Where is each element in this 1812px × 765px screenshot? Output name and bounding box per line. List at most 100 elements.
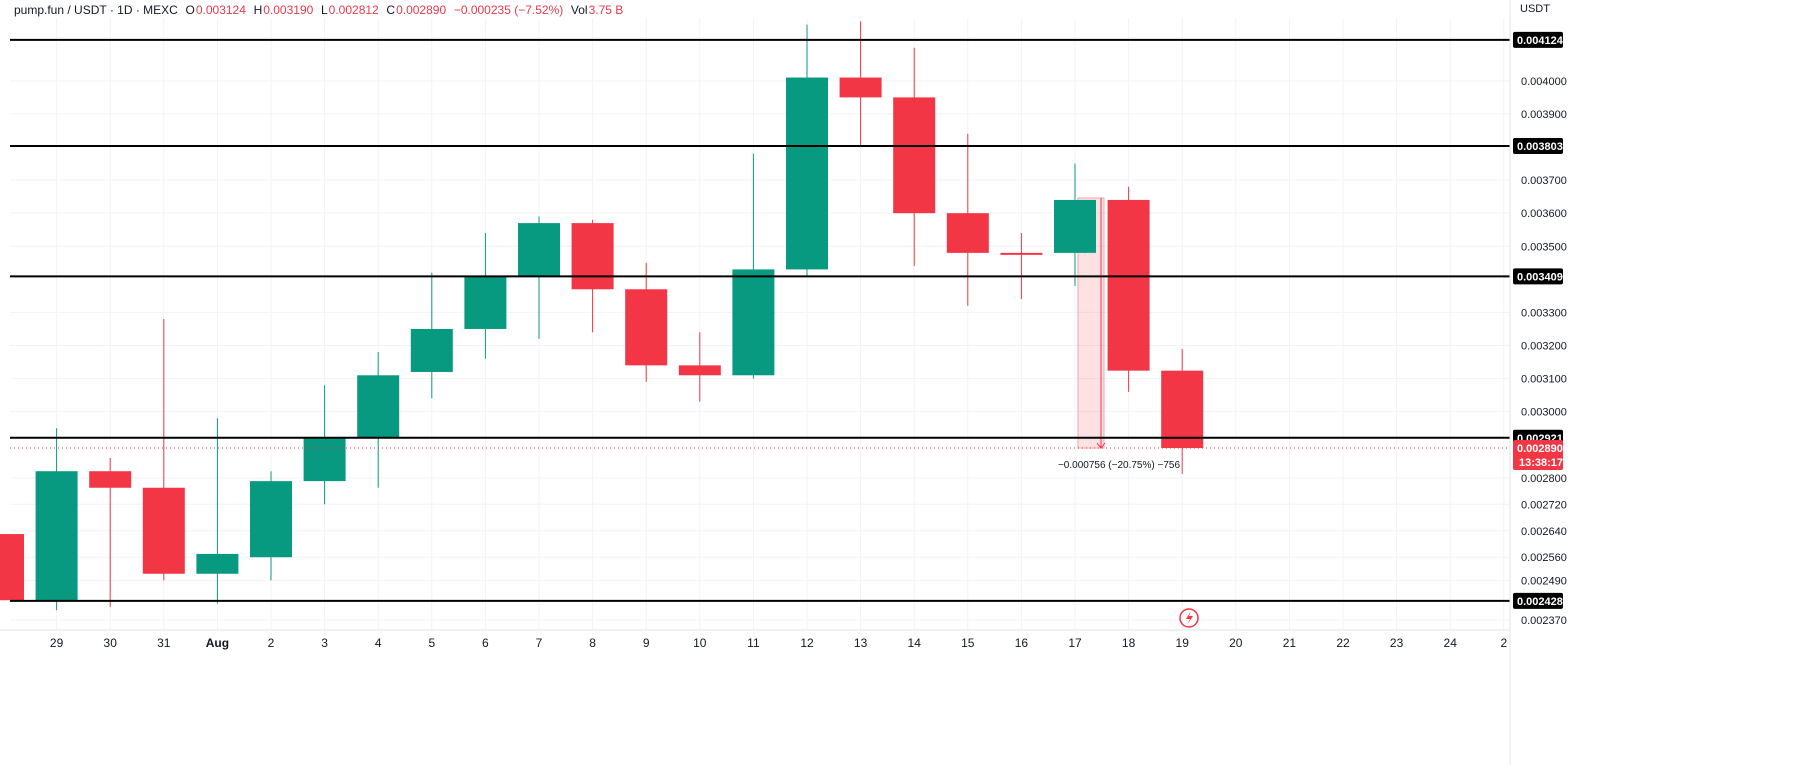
time-tick-label: 20 [1229,636,1243,650]
candle-body [196,553,239,574]
candle-body [0,534,24,601]
open-label: O [185,3,195,17]
candle [464,233,507,359]
last-price-label: 0.002890 [1517,443,1563,455]
price-tick-label: 0.003900 [1521,109,1567,121]
axes-layer: 0.004000 0.003900 0.003700 0.003600 0.003500… [0,0,1567,765]
candle [893,47,936,267]
candle-body [89,471,132,488]
candle [625,262,668,382]
candle [839,21,882,148]
time-tick-label: 2 [268,636,275,650]
close-value: 0.002890 [396,3,447,17]
candle-body [786,77,828,270]
close-label: C [386,3,396,17]
candle [732,153,775,379]
candle [786,24,828,277]
price-tick-label: 0.003100 [1521,374,1567,386]
level-price-label: 0.003803 [1517,141,1563,153]
time-tick-label: 31 [157,636,171,650]
time-tick-label: 13 [854,636,868,650]
level-price-tag [1513,268,1563,285]
low-label: L [320,3,328,17]
level-price-tag [1513,31,1563,48]
measure-arrow-head [1096,442,1106,449]
low-value: 0.002812 [328,3,379,17]
price-tick-label: 0.003600 [1521,208,1567,220]
candle-body [303,437,346,482]
candle [571,219,614,333]
price-tick-label: 0.003000 [1521,407,1567,419]
chart-legend: pump.fun / USDT · 1D · MEXC O0.003124 H0… [14,3,624,17]
time-tick-label: 7 [536,636,543,650]
volume-value: 3.75 B [588,3,624,17]
time-tick-label: 4 [375,636,382,650]
time-tick-label: 16 [1015,636,1029,650]
time-tick-label: 6 [482,636,489,650]
candle [518,216,560,339]
candle-body [410,328,453,372]
level-price-tag [1513,592,1563,609]
time-tick-label: 17 [1068,636,1082,650]
price-tick-label: 0.002370 [1521,615,1567,627]
time-tick-label: 10 [693,636,707,650]
time-tick-label: 9 [643,636,650,650]
candle [357,352,400,488]
time-tick-label: 23 [1390,636,1404,650]
time-tick-label: 18 [1122,636,1136,650]
candle [142,319,185,581]
candle [0,534,24,601]
time-tick-label: 30 [104,636,118,650]
lightning-icon[interactable] [1179,608,1199,628]
candle [1054,163,1096,286]
candle [678,332,721,402]
candle-body [732,269,775,376]
time-tick-label: 3 [321,636,328,650]
level-price-tag [1513,138,1563,155]
time-tick-label: 15 [961,636,975,650]
price-tick-label: 0.002490 [1521,575,1567,587]
time-tick-label: 12 [800,636,814,650]
candle [303,385,346,505]
candle [89,457,132,607]
time-tick-label: 21 [1283,636,1297,650]
candles-layer [0,21,1204,611]
measure-label: −0.000756 (−20.75%) −756 [1058,460,1180,471]
candle-body [839,77,882,98]
price-tick-label: 0.002800 [1521,473,1567,485]
price-tick-label: 0.003700 [1521,175,1567,187]
candle-body [1054,199,1096,253]
candle-body [625,289,668,366]
time-tick-label: 11 [747,636,760,650]
high-label: H [253,3,263,17]
level-price-label: 0.004124 [1517,35,1564,47]
candle [250,471,292,581]
level-price-label: 0.002428 [1517,596,1563,608]
lightning-icon-bolt [1186,611,1193,625]
candle-body [571,223,614,290]
candle-body [678,365,721,376]
time-tick-label: 19 [1176,636,1190,650]
candle-body [1161,370,1204,449]
candle [410,272,453,399]
candle-body [357,375,400,438]
time-tick-label: 24 [1444,636,1458,650]
volume-label: Vol [570,3,588,17]
symbol-label[interactable]: pump.fun / USDT · 1D · MEXC [14,3,178,17]
high-value: 0.003190 [263,3,314,17]
candle [35,428,78,611]
horizontal-levels[interactable]: 0.0041240.0038030.0034090.0029210.002428… [10,31,1564,609]
price-tick-label: 0.003500 [1521,241,1567,253]
candle-body [250,481,292,558]
countdown-label: 13:38:17 [1519,457,1563,469]
level-price-label: 0.003409 [1517,271,1563,283]
candle-body [518,223,560,277]
time-tick-label: 5 [428,636,435,650]
price-tick-label: 0.003300 [1521,307,1567,319]
time-tick-label: 14 [908,636,922,650]
price-tick-label: 0.002640 [1521,526,1567,538]
time-tick-label: 29 [50,636,64,650]
candle-body [142,487,185,574]
price-unit-label[interactable]: USDT [1520,3,1550,15]
